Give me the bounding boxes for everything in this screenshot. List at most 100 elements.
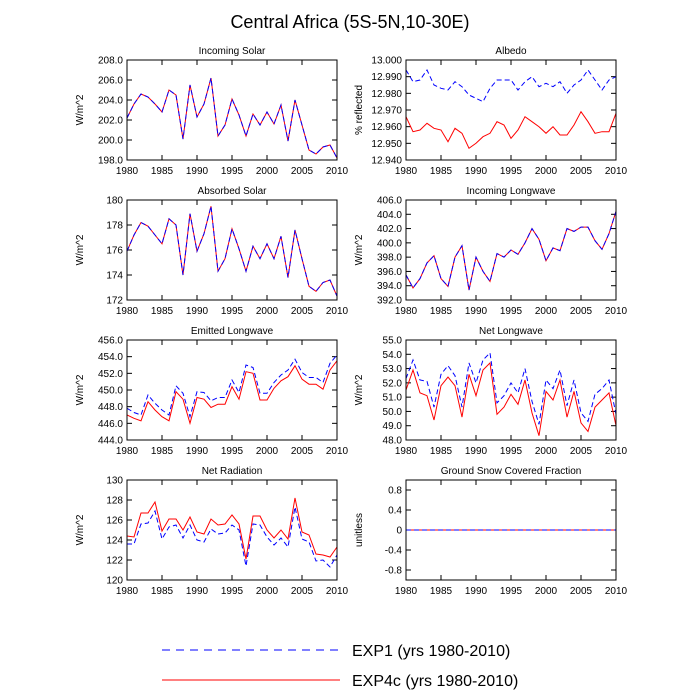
x-tick-label: 2005 [570, 586, 593, 597]
y-axis-label: W/m^2 [354, 234, 365, 265]
series-line-exp4c [126, 360, 338, 426]
y-tick-label: 55.0 [383, 336, 403, 347]
x-tick-label: 2005 [570, 166, 593, 177]
x-tick-label: 2005 [291, 586, 314, 597]
y-tick-label: 12.940 [371, 156, 402, 167]
x-tick-label: 1990 [186, 586, 209, 597]
y-tick-label: 396.0 [377, 267, 402, 278]
x-tick-label: 1995 [221, 306, 244, 317]
x-tick-label: 2005 [570, 306, 593, 317]
y-tick-label: 54.0 [383, 350, 403, 361]
y-tick-label: 206.0 [98, 76, 123, 87]
plot-frame [126, 479, 338, 581]
plot-frame [405, 199, 617, 301]
y-tick-label: 398.0 [377, 253, 402, 264]
y-tick-label: 454.0 [98, 352, 123, 363]
chart-panel-5: Emitted Longwave W/m^2 444.0 446.0 448.0 450.… [75, 326, 349, 457]
x-tick-label: 1990 [465, 306, 488, 317]
x-tick-label: 1990 [186, 166, 209, 177]
y-tick-label: -0.4 [385, 546, 403, 557]
x-tick-label: 1985 [151, 586, 174, 597]
y-tick-label: 52.0 [383, 378, 403, 389]
x-tick-label: 1985 [151, 166, 174, 177]
y-axis-label: W/m^2 [75, 514, 86, 545]
chart-panel-3: Absorbed Solar W/m^2 172 174 176 178 180 1980 19… [75, 186, 349, 317]
y-axis-label: % reflected [354, 85, 365, 135]
x-tick-label: 1995 [221, 166, 244, 177]
y-tick-label: 12.960 [371, 122, 402, 133]
legend-label-2: EXP4c (yrs 1980-2010) [352, 673, 518, 690]
y-tick-label: 172 [106, 296, 123, 307]
x-tick-label: 2000 [256, 306, 279, 317]
panel-title: Net Radiation [202, 466, 263, 477]
y-tick-label: 392.0 [377, 296, 402, 307]
plot-frame [405, 339, 617, 441]
y-tick-label: 200.0 [98, 136, 123, 147]
y-tick-label: 402.0 [377, 224, 402, 235]
x-tick-label: 1980 [395, 586, 418, 597]
y-axis-label: W/m^2 [75, 374, 86, 405]
y-tick-label: 404.0 [377, 210, 402, 221]
y-tick-label: -0.8 [385, 566, 403, 577]
y-tick-label: 446.0 [98, 419, 123, 430]
series-line-exp1 [405, 69, 617, 103]
y-tick-label: 13.000 [371, 56, 402, 67]
series-line-exp1 [126, 77, 338, 159]
x-tick-label: 2005 [291, 446, 314, 457]
series-line-exp4c [126, 77, 338, 159]
y-tick-label: 452.0 [98, 369, 123, 380]
series-line-exp1 [126, 354, 338, 419]
x-tick-label: 1990 [186, 306, 209, 317]
x-tick-label: 2000 [256, 166, 279, 177]
y-tick-label: 0.4 [388, 506, 402, 517]
x-tick-label: 2010 [605, 586, 628, 597]
y-tick-label: 126 [106, 516, 123, 527]
y-tick-label: 48.0 [383, 436, 403, 447]
legend-label-1: EXP1 (yrs 1980-2010) [352, 643, 510, 660]
plot-frame [126, 199, 338, 301]
y-tick-label: 204.0 [98, 96, 123, 107]
x-tick-label: 2010 [605, 446, 628, 457]
x-tick-label: 1990 [186, 446, 209, 457]
y-tick-label: 51.0 [383, 393, 403, 404]
y-tick-label: 128 [106, 496, 123, 507]
x-tick-label: 1990 [465, 586, 488, 597]
y-tick-label: 0.8 [388, 486, 402, 497]
x-tick-label: 1995 [500, 446, 523, 457]
panel-title: Emitted Longwave [191, 326, 274, 337]
plot-frame [126, 59, 338, 161]
x-tick-label: 1985 [430, 446, 453, 457]
x-tick-label: 2005 [291, 306, 314, 317]
panel-title: Ground Snow Covered Fraction [441, 466, 582, 477]
x-tick-label: 1990 [465, 166, 488, 177]
x-tick-label: 2005 [291, 166, 314, 177]
x-tick-label: 2000 [535, 586, 558, 597]
plot-frame [405, 479, 617, 581]
y-tick-label: 456.0 [98, 336, 123, 347]
panels-group: Incoming Solar W/m^2 198.0 200.0 202.0 204.0 2… [75, 46, 628, 597]
chart-panel-8: Ground Snow Covered Fraction unitless -0.8… [354, 466, 628, 597]
y-tick-label: 130 [106, 476, 123, 487]
y-tick-label: 12.990 [371, 72, 402, 83]
y-tick-label: 394.0 [377, 281, 402, 292]
x-tick-label: 2000 [535, 446, 558, 457]
x-tick-label: 1995 [221, 446, 244, 457]
series-line-exp4c [126, 497, 338, 560]
x-tick-label: 1980 [116, 446, 139, 457]
y-tick-label: 176 [106, 246, 123, 257]
y-tick-label: 53.0 [383, 364, 403, 375]
y-axis-label: unitless [354, 513, 365, 547]
x-tick-label: 1995 [500, 586, 523, 597]
panel-title: Albedo [495, 46, 527, 57]
series-line-exp1 [405, 351, 617, 425]
x-tick-label: 2010 [326, 586, 349, 597]
y-tick-label: 12.980 [371, 89, 402, 100]
chart-panel-4: Incoming Longwave W/m^2 392.0 394.0 396.0 398… [354, 186, 628, 317]
y-tick-label: 0 [396, 526, 402, 537]
panel-title: Net Longwave [479, 326, 543, 337]
x-tick-label: 1990 [465, 446, 488, 457]
y-tick-label: 450.0 [98, 386, 123, 397]
y-tick-label: 12.950 [371, 139, 402, 150]
x-tick-label: 1985 [430, 166, 453, 177]
x-tick-label: 1985 [430, 586, 453, 597]
